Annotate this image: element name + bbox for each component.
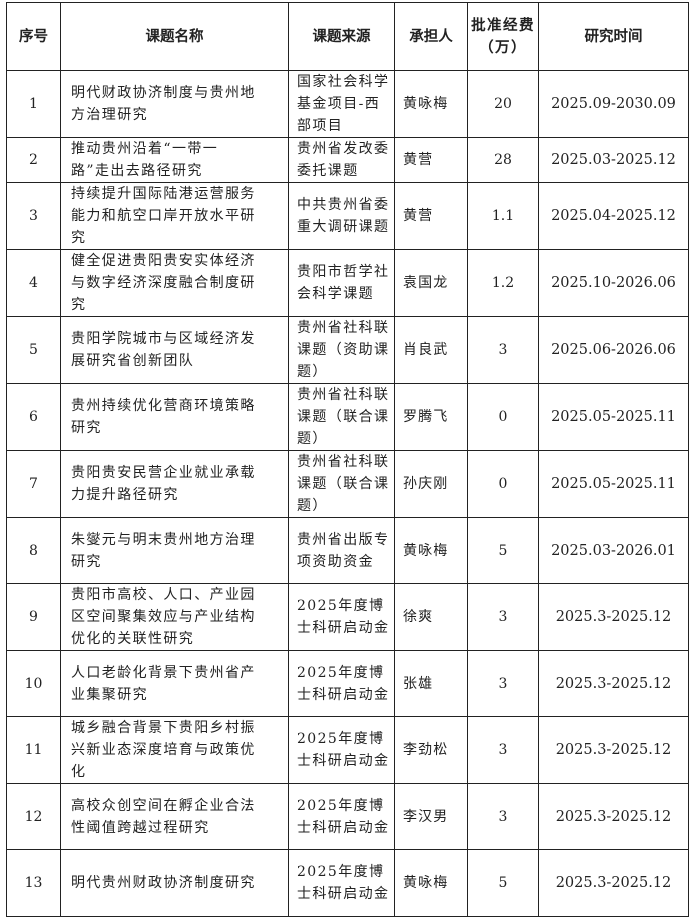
cell-period: 2025.3-2025.12 — [538, 650, 689, 717]
table-row: 2 推动贵州沿着“一带一路”走出去路径研究 贵州省发改委委托课题 黄营 28 2025.0… — [6, 137, 689, 183]
cell-index: 3 — [6, 182, 61, 250]
cell-holder: 李汉男 — [394, 783, 468, 850]
cell-funding: 28 — [467, 137, 539, 183]
cell-holder: 肖良武 — [394, 316, 468, 384]
cell-funding: 3 — [467, 716, 539, 784]
cell-holder: 孙庆刚 — [394, 450, 468, 518]
cell-period: 2025.10-2026.06 — [538, 249, 689, 317]
cell-name: 贵州持续优化营商环境策略研究 — [60, 383, 289, 451]
cell-index: 7 — [6, 450, 61, 518]
cell-holder: 黄咏梅 — [394, 70, 468, 138]
table-row: 3 持续提升国际陆港运营服务能力和航空口岸开放水平研究 中共贵州省委重大调研课题 黄营… — [6, 182, 689, 250]
cell-source: 中共贵州省委重大调研课题 — [288, 182, 395, 250]
cell-source: 贵州省社科联课题（资助课题） — [288, 316, 395, 384]
cell-funding: 20 — [467, 70, 539, 138]
cell-index: 8 — [6, 517, 61, 584]
cell-holder: 黄营 — [394, 137, 468, 183]
cell-index: 13 — [6, 849, 61, 917]
table-row: 13 明代贵州财政协济制度研究 2025年度博士科研启动金 黄咏梅 5 2025.3-20… — [6, 849, 689, 917]
cell-name: 人口老龄化背景下贵州省产业集聚研究 — [60, 650, 289, 717]
cell-source: 贵州省发改委委托课题 — [288, 137, 395, 183]
cell-index: 9 — [6, 583, 61, 651]
cell-index: 11 — [6, 716, 61, 784]
cell-period: 2025.3-2025.12 — [538, 583, 689, 651]
cell-source: 2025年度博士科研启动金 — [288, 783, 395, 850]
research-projects-table: 序号 课题名称 课题来源 承担人 批准经费（万） 研究时间 1 明代财政协济制度与… — [6, 2, 689, 917]
cell-source: 2025年度博士科研启动金 — [288, 716, 395, 784]
cell-period: 2025.09-2030.09 — [538, 70, 689, 138]
cell-holder: 黄营 — [394, 182, 468, 250]
cell-name: 贵阳贵安民营企业就业承载力提升路径研究 — [60, 450, 289, 518]
cell-funding: 3 — [467, 650, 539, 717]
cell-funding: 0 — [467, 383, 539, 451]
cell-period: 2025.06-2026.06 — [538, 316, 689, 384]
cell-period: 2025.05-2025.11 — [538, 450, 689, 518]
cell-name: 持续提升国际陆港运营服务能力和航空口岸开放水平研究 — [60, 182, 289, 250]
cell-name: 朱燮元与明末贵州地方治理研究 — [60, 517, 289, 584]
cell-source: 贵阳市哲学社会科学课题 — [288, 249, 395, 317]
cell-period: 2025.3-2025.12 — [538, 783, 689, 850]
cell-holder: 李劲松 — [394, 716, 468, 784]
cell-name: 明代贵州财政协济制度研究 — [60, 849, 289, 917]
cell-name: 健全促进贵阳贵安实体经济与数字经济深度融合制度研究 — [60, 249, 289, 317]
header-name: 课题名称 — [60, 2, 289, 71]
cell-funding: 1.2 — [467, 249, 539, 317]
cell-holder: 黄咏梅 — [394, 849, 468, 917]
header-source: 课题来源 — [288, 2, 395, 71]
cell-holder: 黄咏梅 — [394, 517, 468, 584]
cell-source: 2025年度博士科研启动金 — [288, 583, 395, 651]
table-row: 4 健全促进贵阳贵安实体经济与数字经济深度融合制度研究 贵阳市哲学社会科学课题 袁国龙… — [6, 249, 689, 317]
cell-index: 6 — [6, 383, 61, 451]
cell-holder: 徐爽 — [394, 583, 468, 651]
cell-index: 12 — [6, 783, 61, 850]
cell-name: 贵阳市高校、人口、产业园区空间聚集效应与产业结构优化的关联性研究 — [60, 583, 289, 651]
cell-name: 高校众创空间在孵企业合法性阈值跨越过程研究 — [60, 783, 289, 850]
cell-source: 国家社会科学基金项目-西部项目 — [288, 70, 395, 138]
table-row: 8 朱燮元与明末贵州地方治理研究 贵州省出版专项资助资金 黄咏梅 5 2025.03-20… — [6, 517, 689, 584]
cell-funding: 1.1 — [467, 182, 539, 250]
cell-holder: 袁国龙 — [394, 249, 468, 317]
table-row: 7 贵阳贵安民营企业就业承载力提升路径研究 贵州省社科联课题（联合课题） 孙庆刚 0 20… — [6, 450, 689, 518]
header-index: 序号 — [6, 2, 61, 71]
header-period: 研究时间 — [538, 2, 689, 71]
cell-holder: 张雄 — [394, 650, 468, 717]
table-row: 11 城乡融合背景下贵阳乡村振兴新业态深度培育与政策优化 2025年度博士科研启动金… — [6, 716, 689, 784]
header-funding: 批准经费（万） — [467, 2, 539, 71]
cell-index: 10 — [6, 650, 61, 717]
cell-source: 2025年度博士科研启动金 — [288, 849, 395, 917]
cell-funding: 0 — [467, 450, 539, 518]
table-row: 12 高校众创空间在孵企业合法性阈值跨越过程研究 2025年度博士科研启动金 李汉男 3… — [6, 783, 689, 850]
table-row: 5 贵阳学院城市与区域经济发展研究省创新团队 贵州省社科联课题（资助课题） 肖良武 3 2… — [6, 316, 689, 384]
cell-index: 2 — [6, 137, 61, 183]
cell-period: 2025.03-2025.12 — [538, 137, 689, 183]
cell-funding: 3 — [467, 783, 539, 850]
cell-holder: 罗腾飞 — [394, 383, 468, 451]
cell-source: 贵州省社科联课题（联合课题） — [288, 450, 395, 518]
cell-name: 城乡融合背景下贵阳乡村振兴新业态深度培育与政策优化 — [60, 716, 289, 784]
cell-period: 2025.3-2025.12 — [538, 716, 689, 784]
table-row: 10 人口老龄化背景下贵州省产业集聚研究 2025年度博士科研启动金 张雄 3 2025.… — [6, 650, 689, 717]
cell-period: 2025.05-2025.11 — [538, 383, 689, 451]
cell-source: 贵州省社科联课题（联合课题） — [288, 383, 395, 451]
header-holder: 承担人 — [394, 2, 468, 71]
cell-period: 2025.3-2025.12 — [538, 849, 689, 917]
cell-name: 推动贵州沿着“一带一路”走出去路径研究 — [60, 137, 289, 183]
cell-name: 贵阳学院城市与区域经济发展研究省创新团队 — [60, 316, 289, 384]
cell-funding: 3 — [467, 583, 539, 651]
cell-funding: 3 — [467, 316, 539, 384]
cell-period: 2025.03-2026.01 — [538, 517, 689, 584]
cell-index: 1 — [6, 70, 61, 138]
table-row: 1 明代财政协济制度与贵州地方治理研究 国家社会科学基金项目-西部项目 黄咏梅 20 20… — [6, 70, 689, 138]
cell-source: 贵州省出版专项资助资金 — [288, 517, 395, 584]
cell-period: 2025.04-2025.12 — [538, 182, 689, 250]
cell-funding: 5 — [467, 849, 539, 917]
table-row: 6 贵州持续优化营商环境策略研究 贵州省社科联课题（联合课题） 罗腾飞 0 2025.05… — [6, 383, 689, 451]
cell-index: 4 — [6, 249, 61, 317]
cell-source: 2025年度博士科研启动金 — [288, 650, 395, 717]
table-row: 9 贵阳市高校、人口、产业园区空间聚集效应与产业结构优化的关联性研究 2025年度博… — [6, 583, 689, 651]
cell-index: 5 — [6, 316, 61, 384]
header-row: 序号 课题名称 课题来源 承担人 批准经费（万） 研究时间 — [6, 2, 689, 71]
cell-name: 明代财政协济制度与贵州地方治理研究 — [60, 70, 289, 138]
cell-funding: 5 — [467, 517, 539, 584]
